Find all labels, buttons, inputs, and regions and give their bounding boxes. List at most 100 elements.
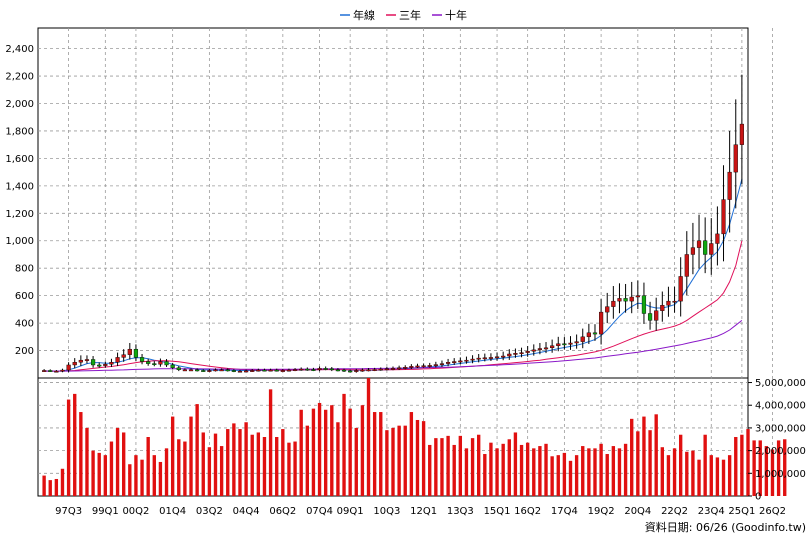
volume-bar — [428, 444, 432, 496]
volume-tick-label: 4,000,000 — [755, 401, 806, 412]
volume-bar — [752, 440, 756, 496]
candle-body — [66, 364, 71, 371]
candle-body — [562, 343, 567, 346]
volume-bar — [244, 422, 248, 496]
volume-bar — [232, 423, 236, 496]
candle — [60, 368, 65, 373]
candle-body — [237, 370, 243, 373]
candle-body — [519, 352, 524, 355]
volume-tick-label: 5,000,000 — [755, 378, 806, 389]
candle — [219, 368, 224, 372]
volume-bar — [440, 438, 444, 496]
candle-body — [623, 298, 628, 302]
volume-bar — [275, 437, 279, 496]
volume-bar — [415, 419, 420, 496]
volume-bar — [611, 446, 616, 496]
candle-body — [133, 348, 139, 358]
volume-bar — [483, 454, 487, 496]
candle — [225, 368, 230, 372]
volume-bar — [281, 429, 285, 496]
candle-body — [219, 369, 224, 372]
price-tick-label: 1,800 — [5, 126, 34, 137]
candle-body — [672, 300, 677, 303]
candle-body — [201, 370, 206, 372]
candle — [696, 214, 702, 269]
candle — [164, 359, 169, 367]
candle-body — [195, 369, 200, 372]
candle-body — [78, 359, 83, 363]
candle — [537, 343, 542, 355]
time-tick-label: 20Q4 — [624, 506, 651, 517]
candle-body — [188, 369, 194, 372]
candle-body — [580, 336, 585, 342]
candle-body — [513, 353, 518, 355]
candle — [445, 358, 451, 367]
candle-body — [727, 171, 732, 200]
candle-body — [586, 332, 591, 338]
candle — [299, 367, 304, 371]
volume-bar — [379, 412, 383, 496]
volume-bar — [434, 438, 438, 496]
candle-body — [715, 233, 720, 244]
candle — [488, 353, 494, 361]
price-tick-label: 1,000 — [5, 236, 34, 247]
candle — [574, 334, 579, 349]
candle — [195, 368, 200, 372]
candle — [78, 355, 83, 367]
volume-bar — [48, 480, 52, 496]
volume-bar — [672, 448, 677, 496]
candle — [531, 344, 536, 356]
candle — [666, 286, 671, 317]
legend-item-year-line: 年線 — [340, 8, 375, 22]
candle-body — [403, 367, 408, 369]
candle — [482, 353, 487, 362]
candle-body — [445, 362, 451, 364]
volume-bar — [140, 459, 144, 496]
volume-bar — [397, 425, 401, 496]
volume-bars — [42, 378, 787, 496]
volume-bar — [183, 441, 187, 496]
volume-bar — [226, 429, 230, 496]
volume-bar — [134, 455, 138, 496]
volume-bar — [421, 421, 426, 496]
candle — [268, 368, 273, 372]
price-tick-label: 1,400 — [5, 181, 34, 192]
volume-bar — [336, 422, 340, 496]
volume-bar — [152, 455, 156, 496]
time-tick-label: 09Q1 — [337, 506, 364, 517]
candle-body — [274, 369, 279, 372]
candle — [305, 367, 310, 371]
price-axis-ticks: 200 400 600 800 1,000 1,200 1,400 1,600 1,800 2,0… — [5, 44, 34, 357]
candle — [170, 362, 175, 370]
candle — [421, 363, 426, 368]
candle — [372, 367, 377, 372]
candle — [360, 368, 365, 372]
legend-label-year-line: 年線 — [353, 8, 375, 22]
volume-bar — [770, 449, 775, 496]
candle-body — [121, 354, 126, 358]
time-tick-label: 22Q2 — [661, 506, 688, 517]
candle — [427, 362, 432, 368]
candle — [72, 358, 77, 369]
candle-body — [703, 240, 708, 255]
candle — [654, 297, 659, 331]
volume-bar — [158, 461, 163, 496]
volume-bar — [42, 475, 46, 496]
volume-bar — [764, 446, 769, 496]
candle — [458, 357, 463, 365]
candle — [182, 368, 187, 372]
candle — [525, 346, 530, 357]
candle-body — [421, 365, 426, 368]
candle — [54, 370, 59, 373]
candle — [152, 361, 157, 367]
volume-bar — [60, 468, 65, 496]
candle — [280, 369, 285, 372]
volume-bar — [568, 460, 573, 496]
volume-bar — [477, 434, 481, 496]
candle-body — [317, 368, 322, 370]
volume-bar — [299, 409, 303, 496]
volume-bar — [532, 448, 536, 496]
volume-bar — [207, 447, 212, 496]
candle-body — [164, 361, 169, 366]
